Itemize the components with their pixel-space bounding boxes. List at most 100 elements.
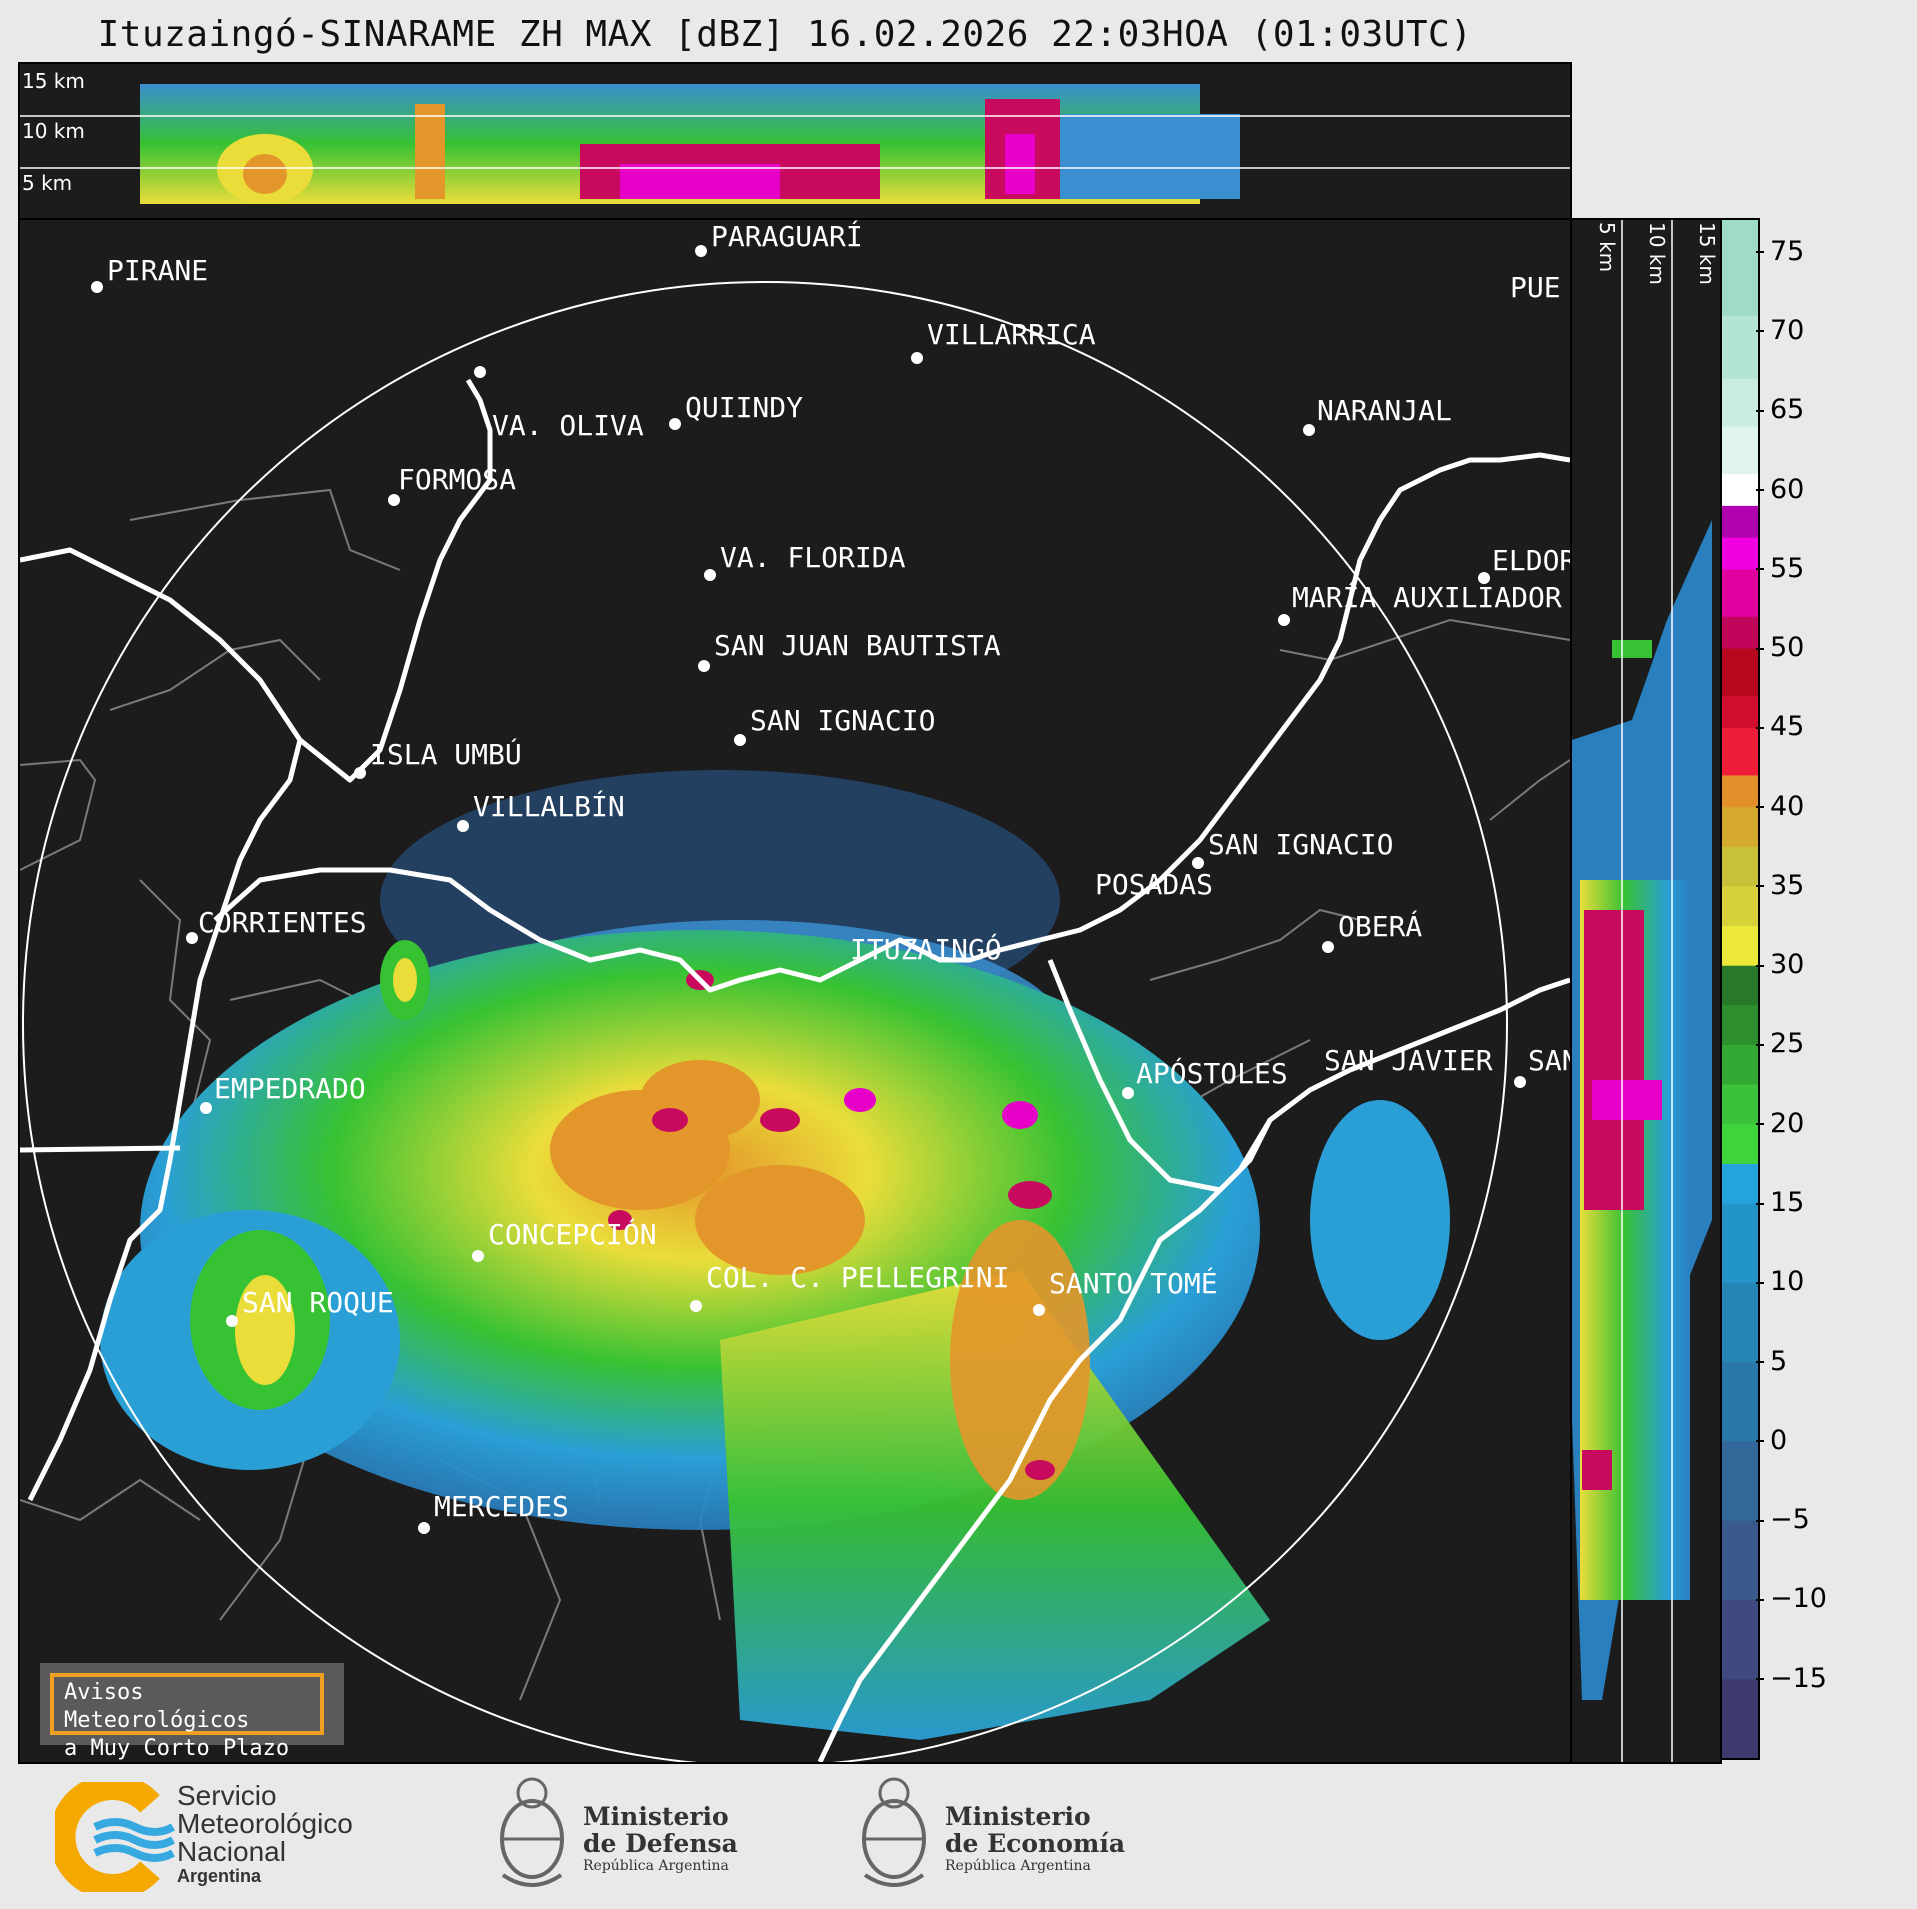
echo-san-roque-cell — [235, 1275, 295, 1385]
place-mercedes: MERCEDES — [434, 1490, 569, 1523]
place-markers: PARAGUARÍ PIRANE VILLARRICA VA. OLIVA QU… — [91, 220, 1570, 1534]
top-echo-column-core — [1005, 134, 1035, 194]
colorbar-segment — [1722, 1163, 1758, 1204]
top-alt-10km: 10 km — [22, 119, 85, 143]
smn-line-4: Argentina — [177, 1866, 262, 1886]
top-echo-tower — [415, 104, 445, 199]
place-obera: OBERÁ — [1338, 909, 1422, 943]
place-isla-umbu: ISLA UMBÚ — [370, 737, 522, 771]
place-pue-truncated: PUE — [1510, 271, 1561, 304]
aviso-line-2: a Muy Corto Plazo — [64, 1736, 290, 1761]
place-san-ignacio-ar: SAN IGNACIO — [1208, 828, 1393, 861]
place-eldor: ELDOR — [1492, 544, 1570, 577]
colorbar-tick-label: 15 — [1755, 1187, 1804, 1218]
right-cross-section-panel: 5 km 10 km 15 km — [1570, 218, 1722, 1764]
place-apostoles: APÓSTOLES — [1136, 1056, 1288, 1090]
aviso-box[interactable]: Avisos Meteorológicos a Muy Corto Plazo — [40, 1663, 344, 1761]
right-echo-magenta — [1592, 1080, 1662, 1120]
colorbar-segment — [1722, 1440, 1758, 1521]
place-villarrica: VILLARRICA — [927, 318, 1096, 351]
colorbar-tick-label: 50 — [1755, 632, 1804, 663]
colorbar-segment — [1722, 925, 1758, 966]
colorbar-segment — [1722, 568, 1758, 617]
radar-echoes — [100, 770, 1450, 1740]
colorbar-tick-label: 10 — [1755, 1266, 1804, 1297]
echo-intense-1 — [652, 1108, 688, 1132]
top-echo-core — [243, 154, 287, 194]
place-san-roque: SAN ROQUE — [242, 1286, 394, 1319]
place-posadas: POSADAS — [1095, 868, 1213, 901]
place-concepcion: CONCEPCIÓN — [488, 1217, 657, 1251]
place-corrientes: CORRIENTES — [198, 906, 367, 939]
right-echo-upper — [1612, 640, 1652, 658]
colorbar-segment — [1722, 426, 1758, 475]
colorbar-tick-label: 0 — [1755, 1425, 1787, 1456]
coat-of-arms-icon — [500, 1777, 564, 1887]
colorbar-segment — [1722, 965, 1758, 1006]
aviso-line-1: Avisos Meteorológicos — [64, 1680, 250, 1733]
place-santo-tome: SANTO TOMÉ — [1049, 1266, 1218, 1300]
smn-line-2: Meteorológico — [177, 1808, 353, 1839]
place-empedrado: EMPEDRADO — [214, 1072, 366, 1105]
colorbar-segment — [1722, 616, 1758, 649]
place-formosa: FORMOSA — [398, 463, 516, 496]
colorbar-tick-label: 55 — [1755, 553, 1804, 584]
defensa-line-3: República Argentina — [583, 1858, 729, 1874]
echo-core-4 — [950, 1220, 1090, 1500]
coat-of-arms-icon — [862, 1777, 926, 1887]
colorbar-segment — [1722, 1004, 1758, 1045]
smn-line-3: Nacional — [177, 1836, 286, 1867]
colorbar-tick-label: 5 — [1755, 1346, 1787, 1377]
place-va-oliva: VA. OLIVA — [492, 409, 644, 442]
map-title: Ituzaingó-SINARAME ZH MAX [dBZ] 16.02.20… — [97, 14, 1473, 55]
colorbar-segment — [1722, 1520, 1758, 1600]
top-alt-5km: 5 km — [22, 171, 72, 195]
defensa-line-2: de Defensa — [583, 1829, 738, 1858]
echo-intense-3 — [844, 1088, 876, 1112]
echo-east-cell — [1310, 1100, 1450, 1340]
colorbar-tick-label: 25 — [1755, 1028, 1804, 1059]
economia-line-3: República Argentina — [945, 1858, 1091, 1874]
colorbar-segment — [1722, 1282, 1758, 1363]
colorbar-segment — [1722, 648, 1758, 697]
place-san-truncated: SAN — [1528, 1044, 1570, 1077]
colorbar-segment — [1722, 378, 1758, 427]
place-quiindy: QUIINDY — [685, 391, 803, 424]
smn-logo: Servicio Meteorológico Nacional Argentin… — [55, 1782, 395, 1892]
echo-core-3 — [695, 1165, 865, 1275]
economia-line-1: Ministerio — [945, 1802, 1091, 1831]
colorbar-segment — [1722, 695, 1758, 728]
place-san-juan-bautista: SAN JUAN BAUTISTA — [714, 629, 1001, 662]
radar-range-ring — [22, 281, 1508, 1762]
place-va-florida: VA. FLORIDA — [720, 541, 906, 574]
place-pirane: PIRANE — [107, 254, 208, 287]
colorbar-segment — [1722, 1678, 1758, 1758]
top-alt-15km: 15 km — [22, 69, 85, 93]
colorbar-segment — [1722, 537, 1758, 570]
colorbar-tick-label: 70 — [1755, 315, 1804, 346]
place-maria-auxiliador: MARÍA AUXILIADOR — [1292, 580, 1562, 614]
echo-intense-4 — [1002, 1101, 1038, 1129]
dbz-colorbar — [1720, 218, 1760, 1760]
place-col-c-pellegrini: COL. C. PELLEGRINI — [706, 1261, 1009, 1294]
place-ituzaingo: ITUZAINGÓ — [850, 932, 1002, 966]
place-san-javier: SAN JAVIER — [1324, 1044, 1493, 1077]
echo-intense-2 — [760, 1108, 800, 1132]
colorbar-tick-label: −5 — [1756, 1504, 1810, 1535]
colorbar-tick-label: −10 — [1756, 1583, 1827, 1614]
smn-logo-icon — [55, 1782, 175, 1892]
echo-south-fan — [720, 1270, 1270, 1740]
aviso-frame: Avisos Meteorológicos a Muy Corto Plazo — [50, 1673, 324, 1761]
colorbar-segment — [1722, 1599, 1758, 1680]
place-paraguari: PARAGUARÍ — [711, 220, 863, 253]
place-naranjal: NARANJAL — [1317, 394, 1452, 427]
echo-intense-8 — [608, 1210, 632, 1230]
colorbar-segment — [1722, 1084, 1758, 1125]
colorbar-tick-label: 45 — [1755, 711, 1804, 742]
colorbar-tick-label: 20 — [1755, 1108, 1804, 1139]
colorbar-segment — [1722, 1203, 1758, 1283]
right-echo-core-low — [1582, 1450, 1612, 1490]
place-san-ignacio-py: SAN IGNACIO — [750, 704, 935, 737]
right-alt-5km: 5 km — [1595, 222, 1619, 272]
colorbar-segment — [1722, 473, 1758, 506]
